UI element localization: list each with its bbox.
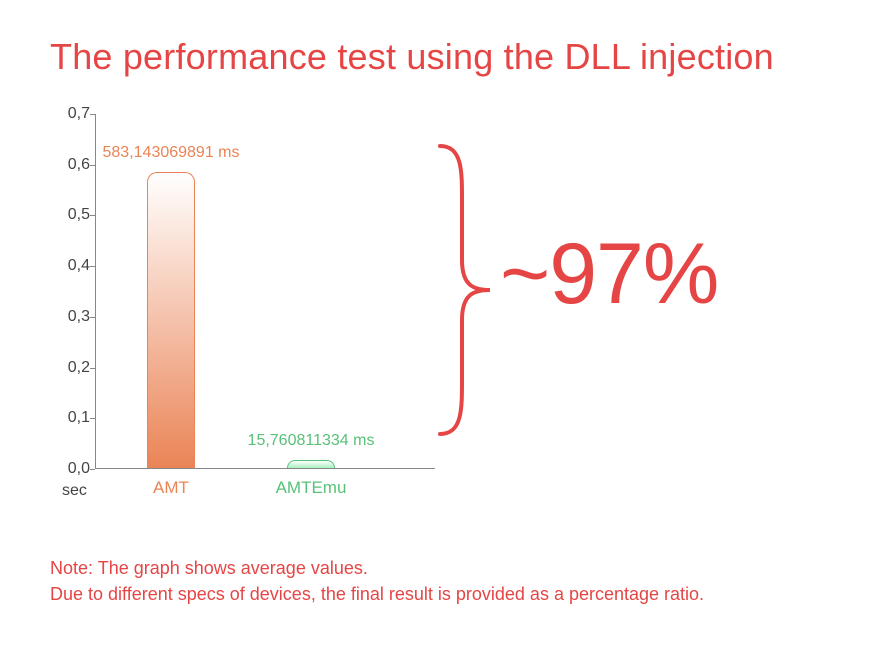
ytick-mark — [90, 368, 95, 369]
plot-area: 583,143069891 msAMT15,760811334 msAMTEmu — [95, 114, 435, 469]
bar-chart: 583,143069891 msAMT15,760811334 msAMTEmu… — [50, 100, 450, 510]
ytick-mark — [90, 418, 95, 419]
bar-value-amt: 583,143069891 ms — [103, 144, 240, 162]
ytick-mark — [90, 317, 95, 318]
brace-icon — [430, 140, 500, 440]
bar-value-amtemu: 15,760811334 ms — [248, 432, 375, 450]
ytick-mark — [90, 266, 95, 267]
ytick-mark — [90, 165, 95, 166]
ytick-label: 0,6 — [50, 156, 90, 174]
ytick-label: 0,7 — [50, 105, 90, 123]
note-line2: Due to different specs of devices, the f… — [50, 584, 704, 604]
ytick-mark — [90, 215, 95, 216]
xlabel-amt: AMT — [153, 478, 189, 498]
ytick-mark — [90, 469, 95, 470]
percent-callout: ~97% — [500, 225, 718, 324]
bar-amtemu — [287, 460, 335, 468]
page-title: The performance test using the DLL injec… — [50, 36, 774, 78]
footer-note: Note: The graph shows average values. Du… — [50, 555, 704, 607]
bar-amt — [147, 172, 195, 468]
ytick-label: 0,2 — [50, 359, 90, 377]
brace-path — [440, 146, 490, 434]
note-label: Note — [50, 558, 88, 578]
axis-unit-label: sec — [62, 482, 87, 500]
note-line1: : The graph shows average values. — [88, 558, 368, 578]
ytick-label: 0,4 — [50, 257, 90, 275]
ytick-label: 0,5 — [50, 206, 90, 224]
ytick-label: 0,3 — [50, 308, 90, 326]
xlabel-amtemu: AMTEmu — [276, 478, 347, 498]
ytick-label: 0,0 — [50, 460, 90, 478]
ytick-mark — [90, 114, 95, 115]
ytick-label: 0,1 — [50, 409, 90, 427]
